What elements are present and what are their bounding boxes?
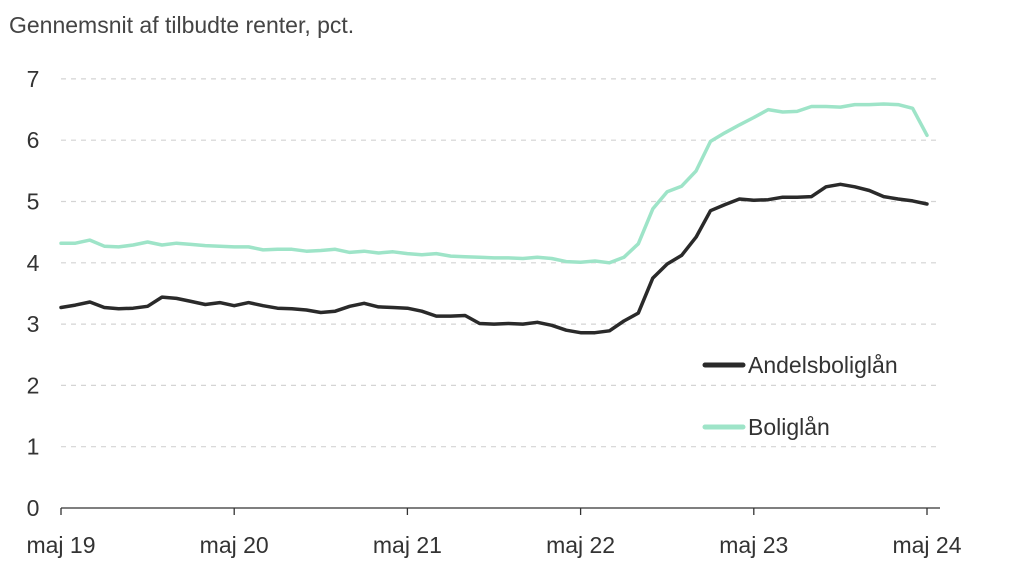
y-tick-labels: 0 1 2 3 4 5 6 7 [27,66,40,521]
x-tick-labels: maj 19 maj 20 maj 21 maj 22 maj 23 maj 24 [26,532,961,558]
legend-label: Boliglån [748,414,830,440]
x-tick-label: maj 21 [373,532,442,558]
y-tick-label: 3 [27,311,40,337]
x-tick-label: maj 20 [200,532,269,558]
x-tick-label: maj 22 [546,532,615,558]
x-tick-label: maj 19 [26,532,95,558]
x-tick-label: maj 24 [892,532,961,558]
series-line-andelsboliglån [59,182,929,335]
y-tick-label: 7 [27,66,40,92]
series-line-boliglån [59,102,929,265]
y-tick-label: 2 [27,372,40,398]
legend-label: Andelsboliglån [748,352,898,378]
legend: Andelsboliglån Boliglån [702,352,898,440]
y-tick-label: 5 [27,189,40,215]
y-tick-label: 1 [27,434,40,460]
chart-title: Gennemsnit af tilbudte renter, pct. [9,12,355,38]
x-tick-label: maj 23 [719,532,788,558]
y-tick-label: 6 [27,127,40,153]
series-lines [59,102,929,335]
y-tick-label: 0 [27,495,40,521]
gridlines [61,78,940,448]
y-tick-label: 4 [27,250,40,276]
x-axis [60,507,940,515]
